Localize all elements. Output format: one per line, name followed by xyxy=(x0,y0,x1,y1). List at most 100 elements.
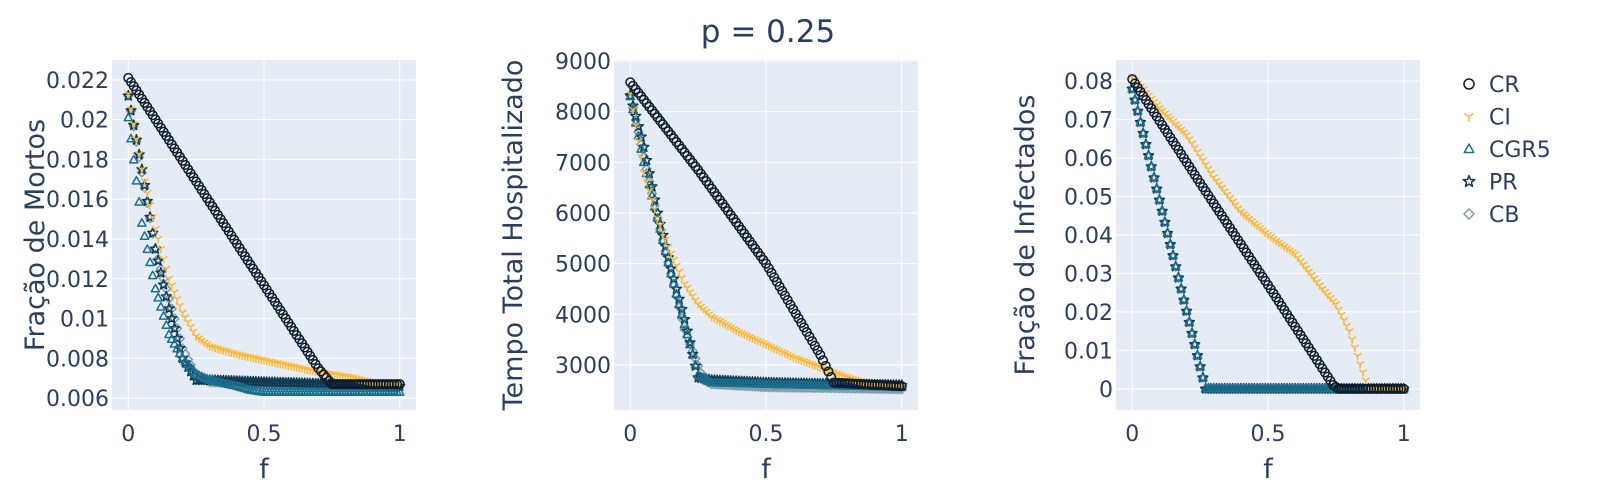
marker-cr xyxy=(826,372,837,383)
marker-cgr5 xyxy=(1181,306,1192,315)
marker-ci xyxy=(164,275,174,284)
marker-cgr5 xyxy=(237,382,248,392)
marker-ci xyxy=(634,137,643,146)
marker-cr xyxy=(820,360,831,371)
y-tick-label: 0.012 xyxy=(46,268,109,293)
marker-pr xyxy=(168,322,181,334)
marker-pr xyxy=(157,278,170,290)
marker-cgr5 xyxy=(1141,139,1151,149)
x-tick-label: 0 xyxy=(1125,422,1139,447)
y-axis-title: Tempo Total Hospitalizado xyxy=(498,60,529,412)
marker-cgr5 xyxy=(1151,183,1162,193)
legend-item-pr[interactable]: PR xyxy=(1462,171,1518,196)
marker-cgr5 xyxy=(633,130,644,140)
marker-cgr5 xyxy=(139,231,150,240)
marker-ci xyxy=(132,135,141,144)
marker-ci xyxy=(1345,327,1354,336)
marker-cgr5 xyxy=(663,257,674,267)
marker-cr xyxy=(389,379,400,390)
y-tick-label: 0.014 xyxy=(46,228,109,253)
legend-item-cgr5[interactable]: CGR5 xyxy=(1463,138,1551,163)
marker-ci xyxy=(650,205,660,214)
marker-cgr5 xyxy=(655,224,665,233)
marker-cgr5 xyxy=(687,349,698,359)
marker-cr xyxy=(318,369,329,380)
marker-ci xyxy=(636,153,646,162)
marker-pr xyxy=(1145,160,1157,172)
x-tick-label: 1 xyxy=(393,422,407,447)
marker-pr xyxy=(1191,349,1204,361)
x-tick-label: 0 xyxy=(121,422,135,447)
legend-item-ci[interactable]: CI xyxy=(1464,106,1511,131)
x-tick-label: 0 xyxy=(623,422,637,447)
marker-cgr5 xyxy=(145,257,155,267)
marker-cgr5 xyxy=(175,348,185,358)
marker-cr xyxy=(896,381,907,392)
y-tick-label: 0.018 xyxy=(46,148,109,173)
marker-pr xyxy=(160,290,172,302)
marker-pr xyxy=(1148,171,1160,183)
legend-label: CB xyxy=(1489,203,1519,228)
marker-cgr5 xyxy=(240,383,250,393)
marker-cgr5 xyxy=(647,190,657,200)
marker-cgr5 xyxy=(1135,117,1146,126)
legend-item-cr[interactable]: CR xyxy=(1463,73,1520,98)
marker-cgr5 xyxy=(1138,128,1148,138)
y-tick-label: 0.008 xyxy=(46,347,109,372)
y-tick-label: 3000 xyxy=(555,354,611,379)
subplot-1: 0 0.5 1 0.006 0.008 0.01 0.012 0.014 0.016 0.018 0… xyxy=(20,60,416,485)
marker-cgr5 xyxy=(1184,317,1195,326)
marker-pr xyxy=(1183,316,1195,328)
marker-pr xyxy=(1159,216,1171,228)
marker-pr xyxy=(1178,294,1190,305)
marker-cr xyxy=(313,363,324,374)
marker-cgr5 xyxy=(685,339,695,349)
marker-cgr5 xyxy=(1160,217,1170,226)
x-axis-title: f xyxy=(259,454,270,485)
marker-ci xyxy=(1358,369,1368,377)
marker-cgr5 xyxy=(639,157,649,167)
marker-cgr5 xyxy=(1168,250,1178,260)
y-tick-label: 0.016 xyxy=(46,188,109,213)
marker-ci xyxy=(161,265,171,274)
y-tick-label: 0.022 xyxy=(46,69,109,94)
x-axis-title: f xyxy=(1263,454,1274,485)
marker-cgr5 xyxy=(1192,350,1203,360)
marker-cgr5 xyxy=(1154,194,1165,204)
marker-ci xyxy=(142,190,152,198)
marker-ci xyxy=(140,178,149,186)
legend-marker-ci xyxy=(1464,112,1474,122)
marker-pr xyxy=(1170,260,1182,272)
legend-label: CI xyxy=(1489,106,1511,131)
legend-item-cb[interactable]: CB xyxy=(1463,203,1519,228)
y-tick-label: 0.02 xyxy=(1064,301,1113,326)
marker-cgr5 xyxy=(150,283,161,293)
x-tick-label: 0.5 xyxy=(1251,422,1286,447)
marker-cgr5 xyxy=(679,319,690,329)
y-tick-label: 0.07 xyxy=(1064,109,1113,134)
marker-cgr5 xyxy=(690,359,701,369)
marker-cgr5 xyxy=(1189,339,1200,349)
y-tick-label: 0.02 xyxy=(60,109,109,134)
marker-cr xyxy=(321,372,332,383)
marker-cr xyxy=(1393,383,1404,394)
marker-ci xyxy=(123,90,133,99)
marker-pr xyxy=(1156,205,1168,216)
x-tick-label: 0.5 xyxy=(247,422,282,447)
marker-pr xyxy=(1194,360,1206,372)
marker-cgr5 xyxy=(1157,206,1167,215)
marker-cgr5 xyxy=(128,154,139,164)
marker-ci xyxy=(631,122,641,130)
marker-cgr5 xyxy=(142,244,153,254)
marker-cgr5 xyxy=(169,338,180,348)
series-cr xyxy=(123,72,405,390)
marker-pr xyxy=(1151,182,1163,194)
marker-ci xyxy=(658,229,668,237)
marker-cr xyxy=(391,379,403,390)
marker-pr xyxy=(1164,238,1176,250)
legend-marker-pr xyxy=(1462,174,1476,188)
y-axis-title: Fração de Infectados xyxy=(1010,95,1041,376)
marker-ci xyxy=(167,282,177,290)
marker-ci xyxy=(1353,352,1362,361)
